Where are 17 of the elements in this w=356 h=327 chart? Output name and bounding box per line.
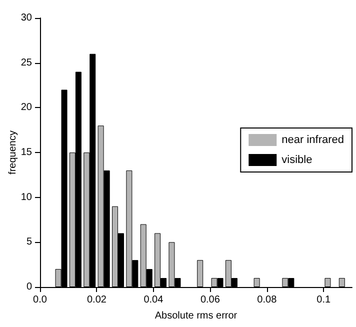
y-tick-label: 15 xyxy=(20,147,32,158)
x-tick-label: 0.08 xyxy=(257,294,278,306)
x-tick-label: 0.04 xyxy=(144,294,164,306)
x-axis-title: Absolute rms error xyxy=(154,310,238,322)
x-tick-label: 0.0 xyxy=(33,294,48,306)
x-tick-label: 0.1 xyxy=(316,294,332,306)
y-tick-label: 0 xyxy=(26,282,32,292)
y-tick-label: 20 xyxy=(20,102,32,114)
x-tick-label: 0.06 xyxy=(200,294,220,306)
y-tick-label: 10 xyxy=(20,192,32,203)
y-tick-label: 5 xyxy=(26,236,32,248)
y-tick-label: 30 xyxy=(20,12,32,24)
legend-label: near infrared xyxy=(282,134,344,146)
legend-label: visible xyxy=(282,154,312,166)
y-tick-label: 25 xyxy=(20,57,32,68)
x-tick-label: 0.02 xyxy=(86,294,107,306)
y-axis-title: frequency xyxy=(8,130,18,174)
